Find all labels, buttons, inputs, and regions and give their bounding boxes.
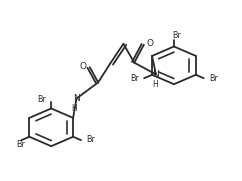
Text: O: O	[147, 39, 154, 48]
Text: O: O	[80, 62, 87, 71]
Text: Br: Br	[209, 74, 218, 83]
Text: Br: Br	[172, 31, 181, 40]
Text: Br: Br	[86, 135, 95, 144]
Text: Br: Br	[37, 95, 46, 104]
Text: N: N	[73, 94, 80, 103]
Text: Br: Br	[130, 74, 139, 83]
Text: H: H	[152, 80, 158, 89]
Text: H: H	[71, 104, 77, 113]
Text: Br: Br	[16, 140, 25, 149]
Text: N: N	[152, 70, 159, 79]
